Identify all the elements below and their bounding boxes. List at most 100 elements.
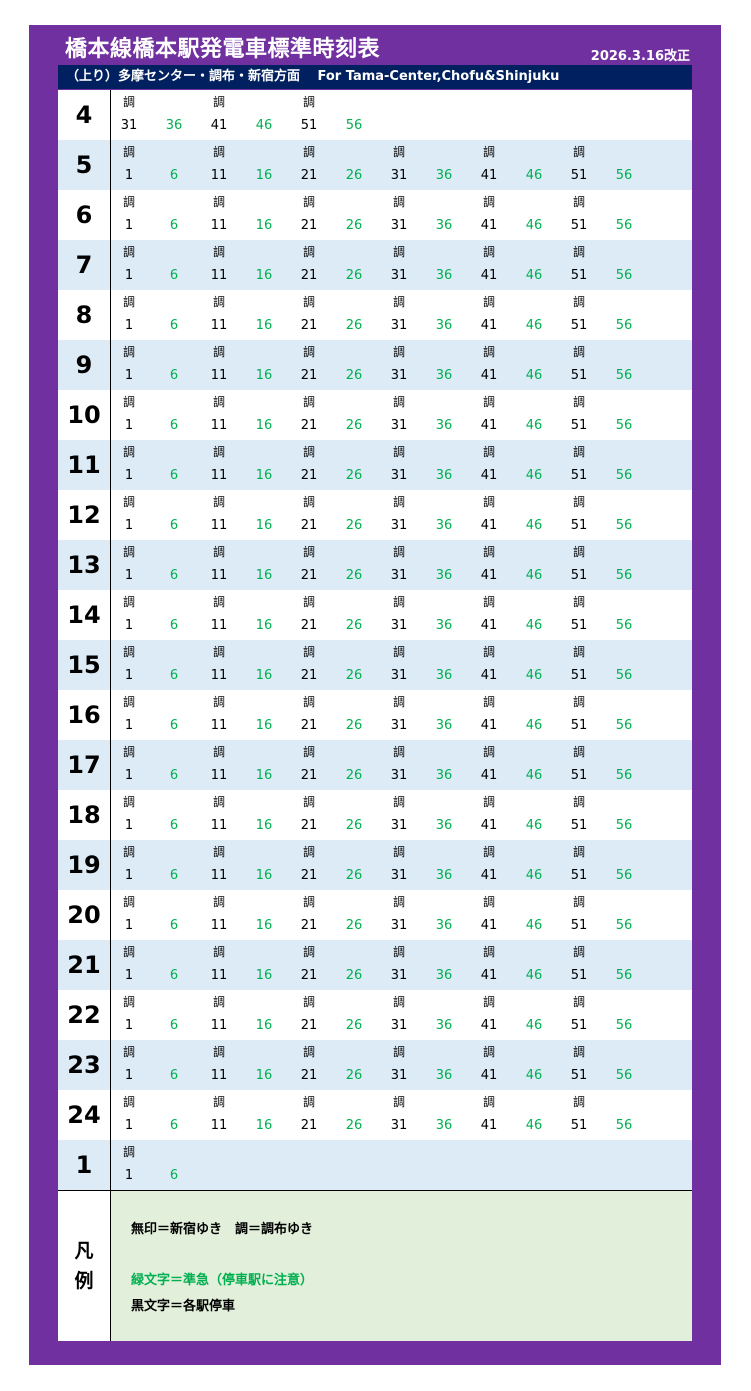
departure-express: 36 [435, 318, 453, 333]
departure-local: 51 [570, 468, 588, 483]
departure-local: 11 [210, 268, 228, 283]
departure-local: 11 [210, 218, 228, 233]
departure-local: 1 [124, 318, 134, 333]
destination-mark: 調 [392, 445, 405, 459]
legend-label-char: 例 [74, 1270, 94, 1292]
destination-mark: 調 [302, 845, 315, 859]
departure-local: 21 [300, 418, 318, 433]
hour-label: 23 [58, 1040, 111, 1090]
destination-mark: 調 [122, 245, 135, 259]
departure-express: 26 [345, 568, 363, 583]
departure-express: 56 [615, 768, 633, 783]
legend-label-char: 凡 [74, 1240, 94, 1262]
departure-express: 36 [435, 368, 453, 383]
destination-mark: 調 [482, 195, 495, 209]
destination-mark: 調 [302, 395, 315, 409]
destination-mark: 調 [392, 345, 405, 359]
departure-express: 46 [525, 218, 543, 233]
departure-local: 31 [390, 618, 408, 633]
hour-label: 17 [58, 740, 111, 790]
departure-express: 36 [435, 668, 453, 683]
hour-row: 23 調 1 6 調 11 16 調 21 26 調 31 36 調 41 46 調 51 56 [58, 1040, 692, 1090]
departure-express: 16 [255, 268, 273, 283]
hour-label: 19 [58, 840, 111, 890]
departure-express: 16 [255, 868, 273, 883]
departure-express: 46 [525, 268, 543, 283]
hour-label: 20 [58, 890, 111, 940]
departure-express: 26 [345, 1018, 363, 1033]
departure-local: 41 [480, 1068, 498, 1083]
destination-mark: 調 [572, 945, 585, 959]
departure-express: 26 [345, 1068, 363, 1083]
departure-local: 31 [390, 768, 408, 783]
departure-local: 21 [300, 368, 318, 383]
departure-local: 31 [390, 918, 408, 933]
departure-local: 41 [480, 568, 498, 583]
departure-local: 41 [480, 318, 498, 333]
destination-mark: 調 [482, 395, 495, 409]
destination-mark: 調 [392, 645, 405, 659]
departure-local: 31 [390, 218, 408, 233]
destination-mark: 調 [392, 995, 405, 1009]
destination-mark: 調 [572, 545, 585, 559]
destination-mark: 調 [482, 345, 495, 359]
destination-mark: 調 [122, 645, 135, 659]
destination-mark: 調 [212, 1095, 225, 1109]
departure-express: 56 [615, 1068, 633, 1083]
departure-local: 41 [480, 768, 498, 783]
departure-local: 21 [300, 1118, 318, 1133]
departure-express: 16 [255, 168, 273, 183]
departure-express: 6 [169, 468, 179, 483]
hour-row: 20 調 1 6 調 11 16 調 21 26 調 31 36 調 41 46 調 51 56 [58, 890, 692, 940]
legend-destination: 無印＝新宿ゆき 調＝調布ゆき [131, 1222, 314, 1237]
destination-mark: 調 [482, 295, 495, 309]
departure-local: 1 [124, 768, 134, 783]
departure-local: 21 [300, 968, 318, 983]
departure-express: 6 [169, 218, 179, 233]
destination-mark: 調 [482, 745, 495, 759]
departure-express: 16 [255, 318, 273, 333]
departure-express: 36 [435, 518, 453, 533]
departure-express: 16 [255, 1018, 273, 1033]
departure-express: 26 [345, 768, 363, 783]
destination-mark: 調 [122, 395, 135, 409]
destination-mark: 調 [572, 445, 585, 459]
destination-mark: 調 [392, 845, 405, 859]
departure-local: 21 [300, 768, 318, 783]
departure-local: 41 [480, 918, 498, 933]
departure-local: 21 [300, 618, 318, 633]
departure-local: 51 [570, 818, 588, 833]
departure-express: 36 [435, 718, 453, 733]
departure-express: 6 [169, 268, 179, 283]
departure-express: 26 [345, 918, 363, 933]
departure-express: 36 [435, 1118, 453, 1133]
departure-local: 51 [570, 1068, 588, 1083]
departure-express: 6 [169, 518, 179, 533]
destination-mark: 調 [302, 695, 315, 709]
destination-mark: 調 [302, 745, 315, 759]
destination-mark: 調 [212, 145, 225, 159]
hour-row: 16 調 1 6 調 11 16 調 21 26 調 31 36 調 41 46 調 51 56 [58, 690, 692, 740]
departure-local: 21 [300, 468, 318, 483]
destination-mark: 調 [392, 495, 405, 509]
destination-mark: 調 [482, 645, 495, 659]
departure-express: 46 [525, 468, 543, 483]
departure-local: 1 [124, 468, 134, 483]
destination-mark: 調 [302, 345, 315, 359]
destination-mark: 調 [392, 1045, 405, 1059]
destination-mark: 調 [212, 445, 225, 459]
destination-mark: 調 [212, 595, 225, 609]
departure-express: 46 [525, 1018, 543, 1033]
departure-local: 31 [390, 718, 408, 733]
departure-express: 6 [169, 1068, 179, 1083]
destination-mark: 調 [482, 795, 495, 809]
hour-row: 21 調 1 6 調 11 16 調 21 26 調 31 36 調 41 46 調 51 56 [58, 940, 692, 990]
destination-mark: 調 [302, 595, 315, 609]
departure-local: 21 [300, 668, 318, 683]
departure-express: 56 [615, 1118, 633, 1133]
departure-express: 26 [345, 318, 363, 333]
departure-express: 46 [525, 1068, 543, 1083]
destination-mark: 調 [122, 695, 135, 709]
hour-label: 24 [58, 1090, 111, 1140]
departure-local: 51 [570, 968, 588, 983]
